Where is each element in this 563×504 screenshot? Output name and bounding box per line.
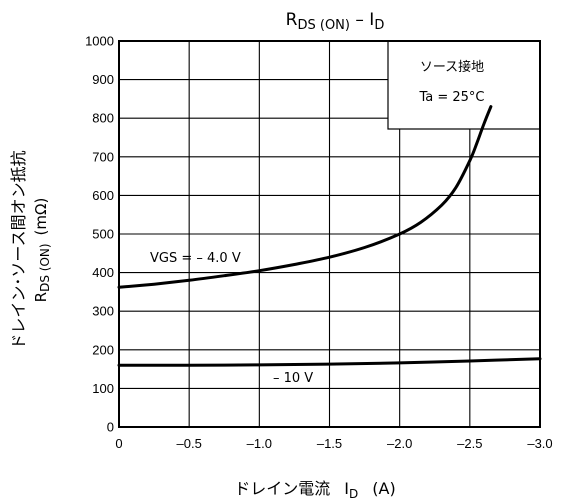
x-tick-label-2: –1.0 (247, 436, 272, 451)
y-tick-label-2: 200 (92, 342, 114, 357)
x-tick-label-4: –2.0 (387, 436, 412, 451)
x-axis-label-sym-sub: D (349, 487, 358, 501)
chart-title: RDS (ON) – ID (286, 10, 385, 33)
title-tail-sub: D (374, 18, 384, 33)
y-axis-label-2: RDS (ON) (mΩ) (32, 198, 52, 303)
condition-line2: Ta = 25°C (418, 90, 484, 105)
y-axis-label-2-unit: (mΩ) (32, 198, 50, 236)
series-line-1 (117, 357, 542, 367)
y-tick-label-8: 800 (92, 111, 114, 126)
series-lines (117, 105, 542, 367)
x-tick-label-3: –1.5 (317, 436, 342, 451)
condition-box: ソース接地 Ta = 25°C (387, 40, 541, 130)
y-tick-label-0: 0 (107, 420, 114, 435)
y-axis-label-2-main: R (32, 292, 50, 302)
tick-labels: 0 –0.5 –1.0 –1.5 –2.0 –2.5 –3.0 0 100 200 300 400 50… (85, 34, 553, 452)
y-tick-label-6: 600 (92, 188, 114, 203)
title-main: R (286, 10, 298, 30)
plot-frame (118, 40, 541, 428)
y-tick-label-1: 100 (92, 381, 114, 396)
x-tick-label-0: 0 (115, 436, 122, 451)
title-sep: – (350, 10, 369, 30)
y-tick-label-5: 500 (92, 227, 114, 242)
y-tick-label-4: 400 (92, 265, 114, 280)
x-axis-label-text: ドレイン電流 (234, 479, 330, 498)
y-tick-label-9: 900 (92, 72, 114, 87)
title-tail: I (369, 10, 374, 30)
series-label-vgs4: VGS = – 4.0 V (150, 251, 241, 266)
title-main-sub: DS (ON) (297, 18, 350, 33)
x-axis-label-unit: (A) (372, 479, 395, 498)
y-axis-label-1: ドレイン･ソース間オン抵抗 (9, 150, 28, 349)
x-tick-label-5: –2.5 (457, 436, 482, 451)
series-label-vgs10: – 10 V (273, 371, 313, 386)
series-line-0 (117, 105, 493, 289)
condition-box-frame (387, 40, 541, 130)
x-axis-label: ドレイン電流 ID (A) (234, 479, 395, 501)
y-tick-label-7: 700 (92, 149, 114, 164)
x-tick-label-1: –0.5 (177, 436, 202, 451)
y-tick-label-10: 1000 (85, 34, 114, 49)
y-axis-label-2-sub: DS (ON) (38, 243, 52, 291)
condition-line1: ソース接地 (420, 59, 484, 75)
y-tick-label-3: 300 (92, 304, 114, 319)
x-tick-label-6: –3.0 (527, 436, 552, 451)
x-axis-label-sym: I (344, 479, 349, 498)
